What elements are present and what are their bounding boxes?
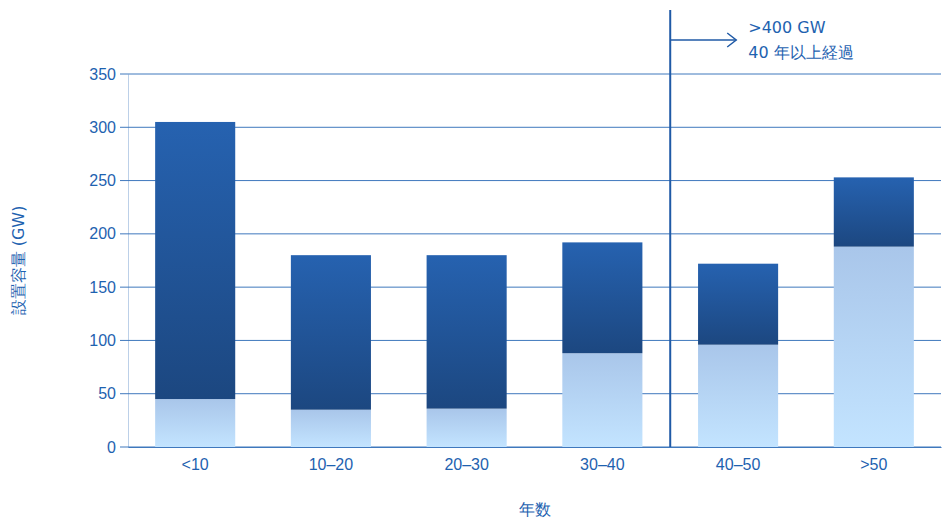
bar-segment <box>562 242 642 353</box>
bar-segment <box>155 122 235 399</box>
tick-label: 250 <box>89 172 116 189</box>
axis-line <box>129 447 942 448</box>
tick: 200 <box>89 225 128 242</box>
tick-label: 100 <box>89 332 116 349</box>
axis-line <box>128 75 129 448</box>
tick-label: >50 <box>860 456 887 473</box>
tick-label: 150 <box>89 279 116 296</box>
grid-line <box>120 74 941 75</box>
bar-segment <box>155 399 235 447</box>
tick: 20–30 <box>444 447 489 473</box>
grid-line <box>120 180 941 181</box>
tick: 350 <box>89 66 128 83</box>
tick-label: 200 <box>89 225 116 242</box>
annotation-text: 40 年以上経過 <box>748 43 853 62</box>
bar-segment <box>834 247 914 447</box>
arrow <box>670 39 736 41</box>
chart: 0 50 100 150 200 250 300 350 <10 10–20 20–30 30–40 4… <box>0 0 949 531</box>
plot: 0 50 100 150 200 250 300 350 <10 10–20 20–30 30–40 4… <box>89 66 941 474</box>
tick-label: 30–40 <box>580 456 625 473</box>
axis-title: 年数 <box>519 500 551 519</box>
tick-label: 350 <box>89 66 116 83</box>
tick: 100 <box>89 332 128 349</box>
tick-label: 10–20 <box>309 456 354 473</box>
tick-label: 50 <box>98 385 116 402</box>
y-axis: 0 50 100 150 200 250 300 350 <box>89 66 128 456</box>
tick: 150 <box>89 279 128 296</box>
grid-line <box>120 287 941 288</box>
grid-line <box>120 340 941 341</box>
tick-label: 300 <box>89 119 116 136</box>
grid <box>120 74 941 447</box>
bar-segment <box>698 264 778 345</box>
grid-line <box>120 447 941 448</box>
tick: 10–20 <box>309 447 354 473</box>
tick: 0 <box>107 439 128 456</box>
tick: 30–40 <box>580 447 625 473</box>
bar-segment <box>427 409 507 447</box>
tick: 40–50 <box>716 447 761 473</box>
arrow-head <box>727 33 736 47</box>
annotation-text: >400 GW <box>748 18 825 37</box>
bar-segment <box>291 410 371 447</box>
tick: 50 <box>98 385 128 402</box>
bars <box>155 122 914 447</box>
axis-title: 設置容量 (GW) <box>9 206 28 316</box>
tick: 300 <box>89 119 128 136</box>
bar-segment <box>698 345 778 447</box>
grid-line <box>120 393 941 394</box>
tick-label: 40–50 <box>716 456 761 473</box>
tick-label: 20–30 <box>444 456 489 473</box>
bar-segment <box>427 255 507 408</box>
tick-label: <10 <box>182 456 209 473</box>
x-axis: <10 10–20 20–30 30–40 40–50 >50 <box>129 447 942 473</box>
divider <box>669 10 671 447</box>
annotation: >400 GW 40 年以上経過 <box>670 10 853 447</box>
bar-segment <box>834 177 914 246</box>
tick: >50 <box>860 447 887 473</box>
tick: <10 <box>182 447 209 473</box>
tick: 250 <box>89 172 128 189</box>
bar-segment <box>562 353 642 447</box>
tick-label: 0 <box>107 439 116 456</box>
grid-line <box>120 233 941 234</box>
grid-line <box>120 127 941 128</box>
bar-segment <box>291 255 371 410</box>
